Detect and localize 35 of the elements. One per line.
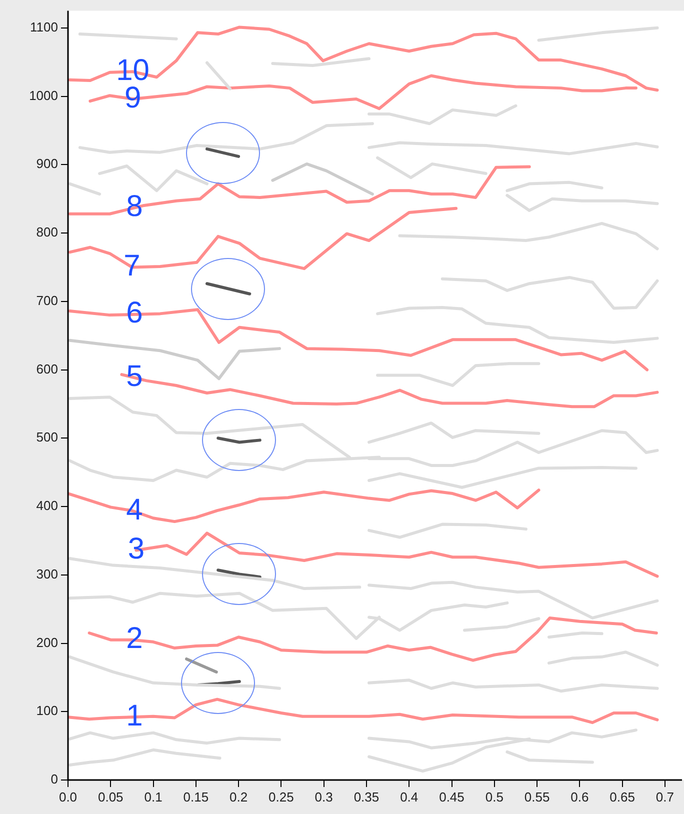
annotation: 4 — [126, 494, 143, 527]
y-tick-label: 1000 — [29, 88, 58, 103]
x-tick-label: 0.2 — [230, 789, 248, 804]
y-tick-label: 900 — [36, 156, 58, 172]
annotation: 1 — [126, 699, 143, 732]
annotation: 7 — [124, 249, 140, 282]
y-tick-label: 300 — [36, 566, 58, 582]
y-tick-label: 800 — [36, 224, 58, 240]
annotation: 8 — [126, 190, 143, 223]
annotation: 2 — [126, 622, 143, 656]
y-tick-label: 1100 — [30, 19, 58, 34]
x-tick-label: 0.25 — [268, 789, 294, 804]
y-tick-label: 400 — [36, 498, 58, 514]
annotation: 6 — [126, 296, 143, 330]
x-tick-label: 0.35 — [354, 789, 380, 804]
x-tick-label: 0.05 — [98, 789, 124, 804]
y-tick-label: 500 — [36, 430, 58, 445]
x-tick-label: 0.0 — [58, 789, 78, 804]
y-tick-label: 200 — [36, 634, 58, 650]
y-tick-label: 0 — [50, 772, 58, 787]
x-tick-label: 0.1 — [144, 789, 162, 804]
x-tick-label: 0.65 — [610, 789, 635, 804]
x-tick-label: 0.6 — [570, 789, 589, 804]
y-tick-label: 700 — [36, 292, 58, 308]
x-tick-label: 0.5 — [485, 789, 504, 804]
x-tick-label: 0.7 — [656, 789, 674, 804]
annotation: 5 — [126, 360, 143, 394]
y-tick-label: 600 — [36, 361, 58, 376]
x-tick-label: 0.45 — [439, 789, 464, 804]
x-tick-label: 0.55 — [524, 789, 550, 804]
x-tick-label: 0.4 — [400, 789, 418, 804]
y-tick-label: 100 — [36, 703, 58, 718]
x-tick-label: 0.15 — [183, 789, 209, 804]
x-tick-label: 0.3 — [314, 789, 333, 804]
annotation: 3 — [128, 532, 145, 566]
